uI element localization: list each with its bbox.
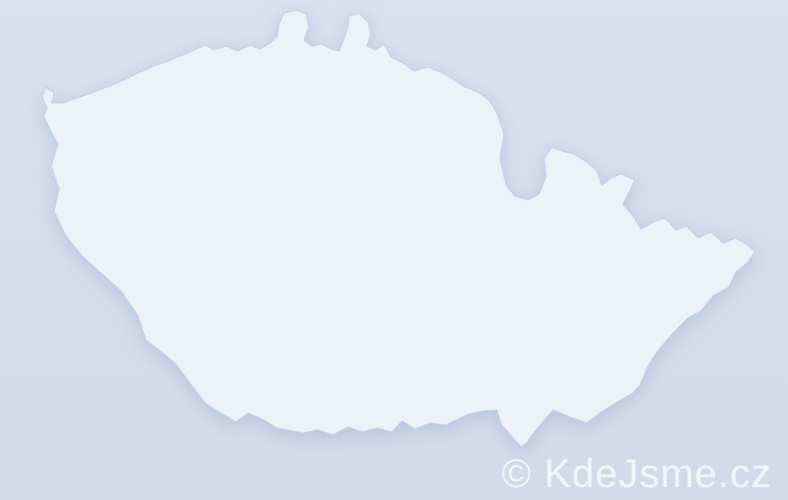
country-group [41, 9, 756, 448]
